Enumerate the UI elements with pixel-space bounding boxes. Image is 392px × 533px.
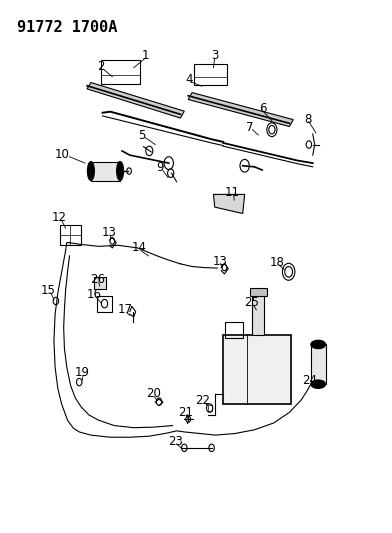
Bar [91,161,120,181]
Polygon shape [214,195,245,214]
Text: 13: 13 [212,255,227,268]
Bar [194,64,227,85]
Text: 25: 25 [244,296,259,309]
Text: 14: 14 [131,241,146,254]
Text: 18: 18 [270,256,284,269]
Bar [311,344,326,384]
Text: 11: 11 [224,186,239,199]
Text: 9: 9 [156,161,164,174]
Text: 21: 21 [178,406,193,419]
Ellipse shape [311,340,326,349]
Ellipse shape [116,161,123,181]
Bar [101,60,140,84]
Text: 23: 23 [168,435,183,448]
Bar [225,322,243,338]
Text: 7: 7 [245,120,253,134]
Bar [97,296,113,312]
Text: 5: 5 [139,128,146,141]
Bar [94,277,106,289]
Bar [208,406,212,411]
Text: 10: 10 [54,148,69,160]
Text: 3: 3 [211,49,218,62]
Text: 26: 26 [91,273,105,286]
Polygon shape [87,83,184,118]
Bar [250,288,267,296]
Text: 15: 15 [41,284,56,297]
Text: 2: 2 [97,60,104,73]
Bar [223,335,291,405]
Text: 20: 20 [146,387,161,400]
Text: 16: 16 [87,288,102,301]
Text: 17: 17 [118,303,132,317]
Text: 19: 19 [75,366,90,379]
Ellipse shape [311,380,326,389]
Text: 22: 22 [195,393,210,407]
Ellipse shape [87,161,94,181]
Bar [252,293,264,335]
Text: 4: 4 [185,74,193,86]
Text: 12: 12 [51,211,67,224]
Text: 91772 1700A: 91772 1700A [17,20,117,35]
Polygon shape [188,93,293,126]
Text: 1: 1 [142,49,149,62]
Text: 8: 8 [305,112,312,126]
Bar [60,225,81,245]
Text: 6: 6 [259,102,267,115]
Text: 24: 24 [303,374,318,387]
Text: 13: 13 [102,225,117,239]
